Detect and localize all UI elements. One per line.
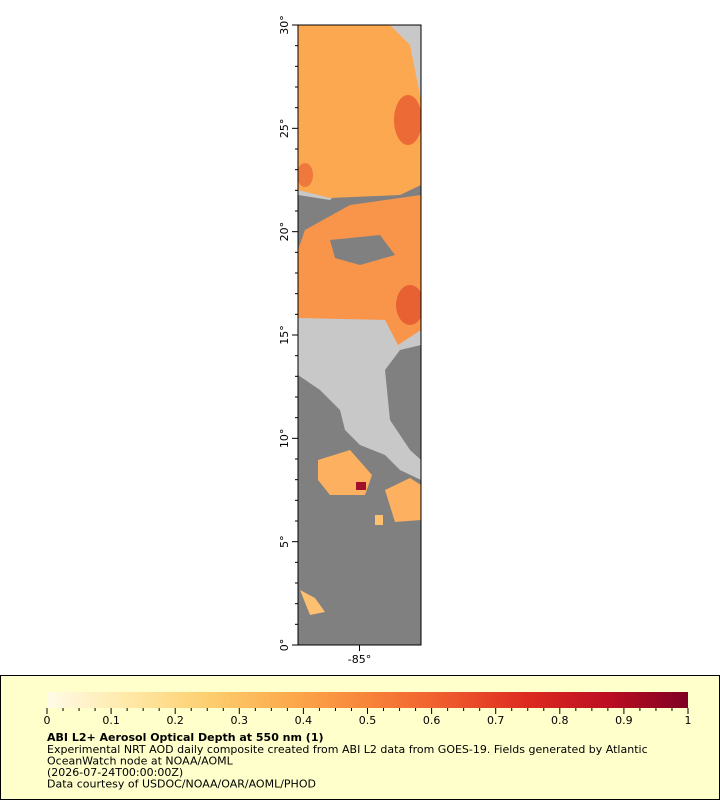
y-tick-label: 30° xyxy=(278,15,291,35)
colorbar-tick-label: 0.7 xyxy=(487,714,505,727)
colorbar xyxy=(47,692,688,708)
y-tick-label: 5° xyxy=(278,535,291,548)
colorbar-tick-label: 1 xyxy=(685,714,692,727)
colorbar-tick-label: 0.3 xyxy=(231,714,249,727)
aod-field xyxy=(298,195,421,345)
y-tick-label: 15° xyxy=(278,325,291,345)
colorbar-tick-label: 0.8 xyxy=(551,714,569,727)
aod-field xyxy=(375,515,383,525)
aod-high xyxy=(394,95,421,145)
aod-high xyxy=(298,163,313,187)
legend-line: Experimental NRT AOD daily composite cre… xyxy=(47,743,648,756)
y-tick-label: 25° xyxy=(278,119,291,139)
colorbar-tick-label: 0 xyxy=(44,714,51,727)
aod-field xyxy=(385,478,421,522)
legend-line: OceanWatch node at NOAA/AOML xyxy=(47,755,234,768)
map-area xyxy=(298,25,421,645)
aod-field xyxy=(298,25,421,198)
colorbar-tick-label: 0.1 xyxy=(102,714,120,727)
y-tick-label: 20° xyxy=(278,222,291,242)
legend-title: ABI L2+ Aerosol Optical Depth at 550 nm … xyxy=(47,731,324,744)
colorbar-tick-label: 0.5 xyxy=(359,714,377,727)
aod-high xyxy=(396,285,421,325)
x-tick-label: -85° xyxy=(348,653,371,666)
ocean xyxy=(330,235,395,265)
aod-high xyxy=(356,482,366,490)
y-tick-label: 0° xyxy=(278,639,291,652)
colorbar-tick-label: 0.6 xyxy=(423,714,441,727)
legend-line: Data courtesy of USDOC/NOAA/OAR/AOML/PHO… xyxy=(47,778,316,791)
land xyxy=(298,315,421,480)
colorbar-tick-label: 0.9 xyxy=(615,714,633,727)
y-tick-label: 10° xyxy=(278,429,291,449)
colorbar-tick-label: 0.4 xyxy=(295,714,313,727)
legend-line: (2026-07-24T00:00:00Z) xyxy=(47,766,183,779)
colorbar-tick-label: 0.2 xyxy=(166,714,184,727)
aod-field xyxy=(300,590,325,615)
